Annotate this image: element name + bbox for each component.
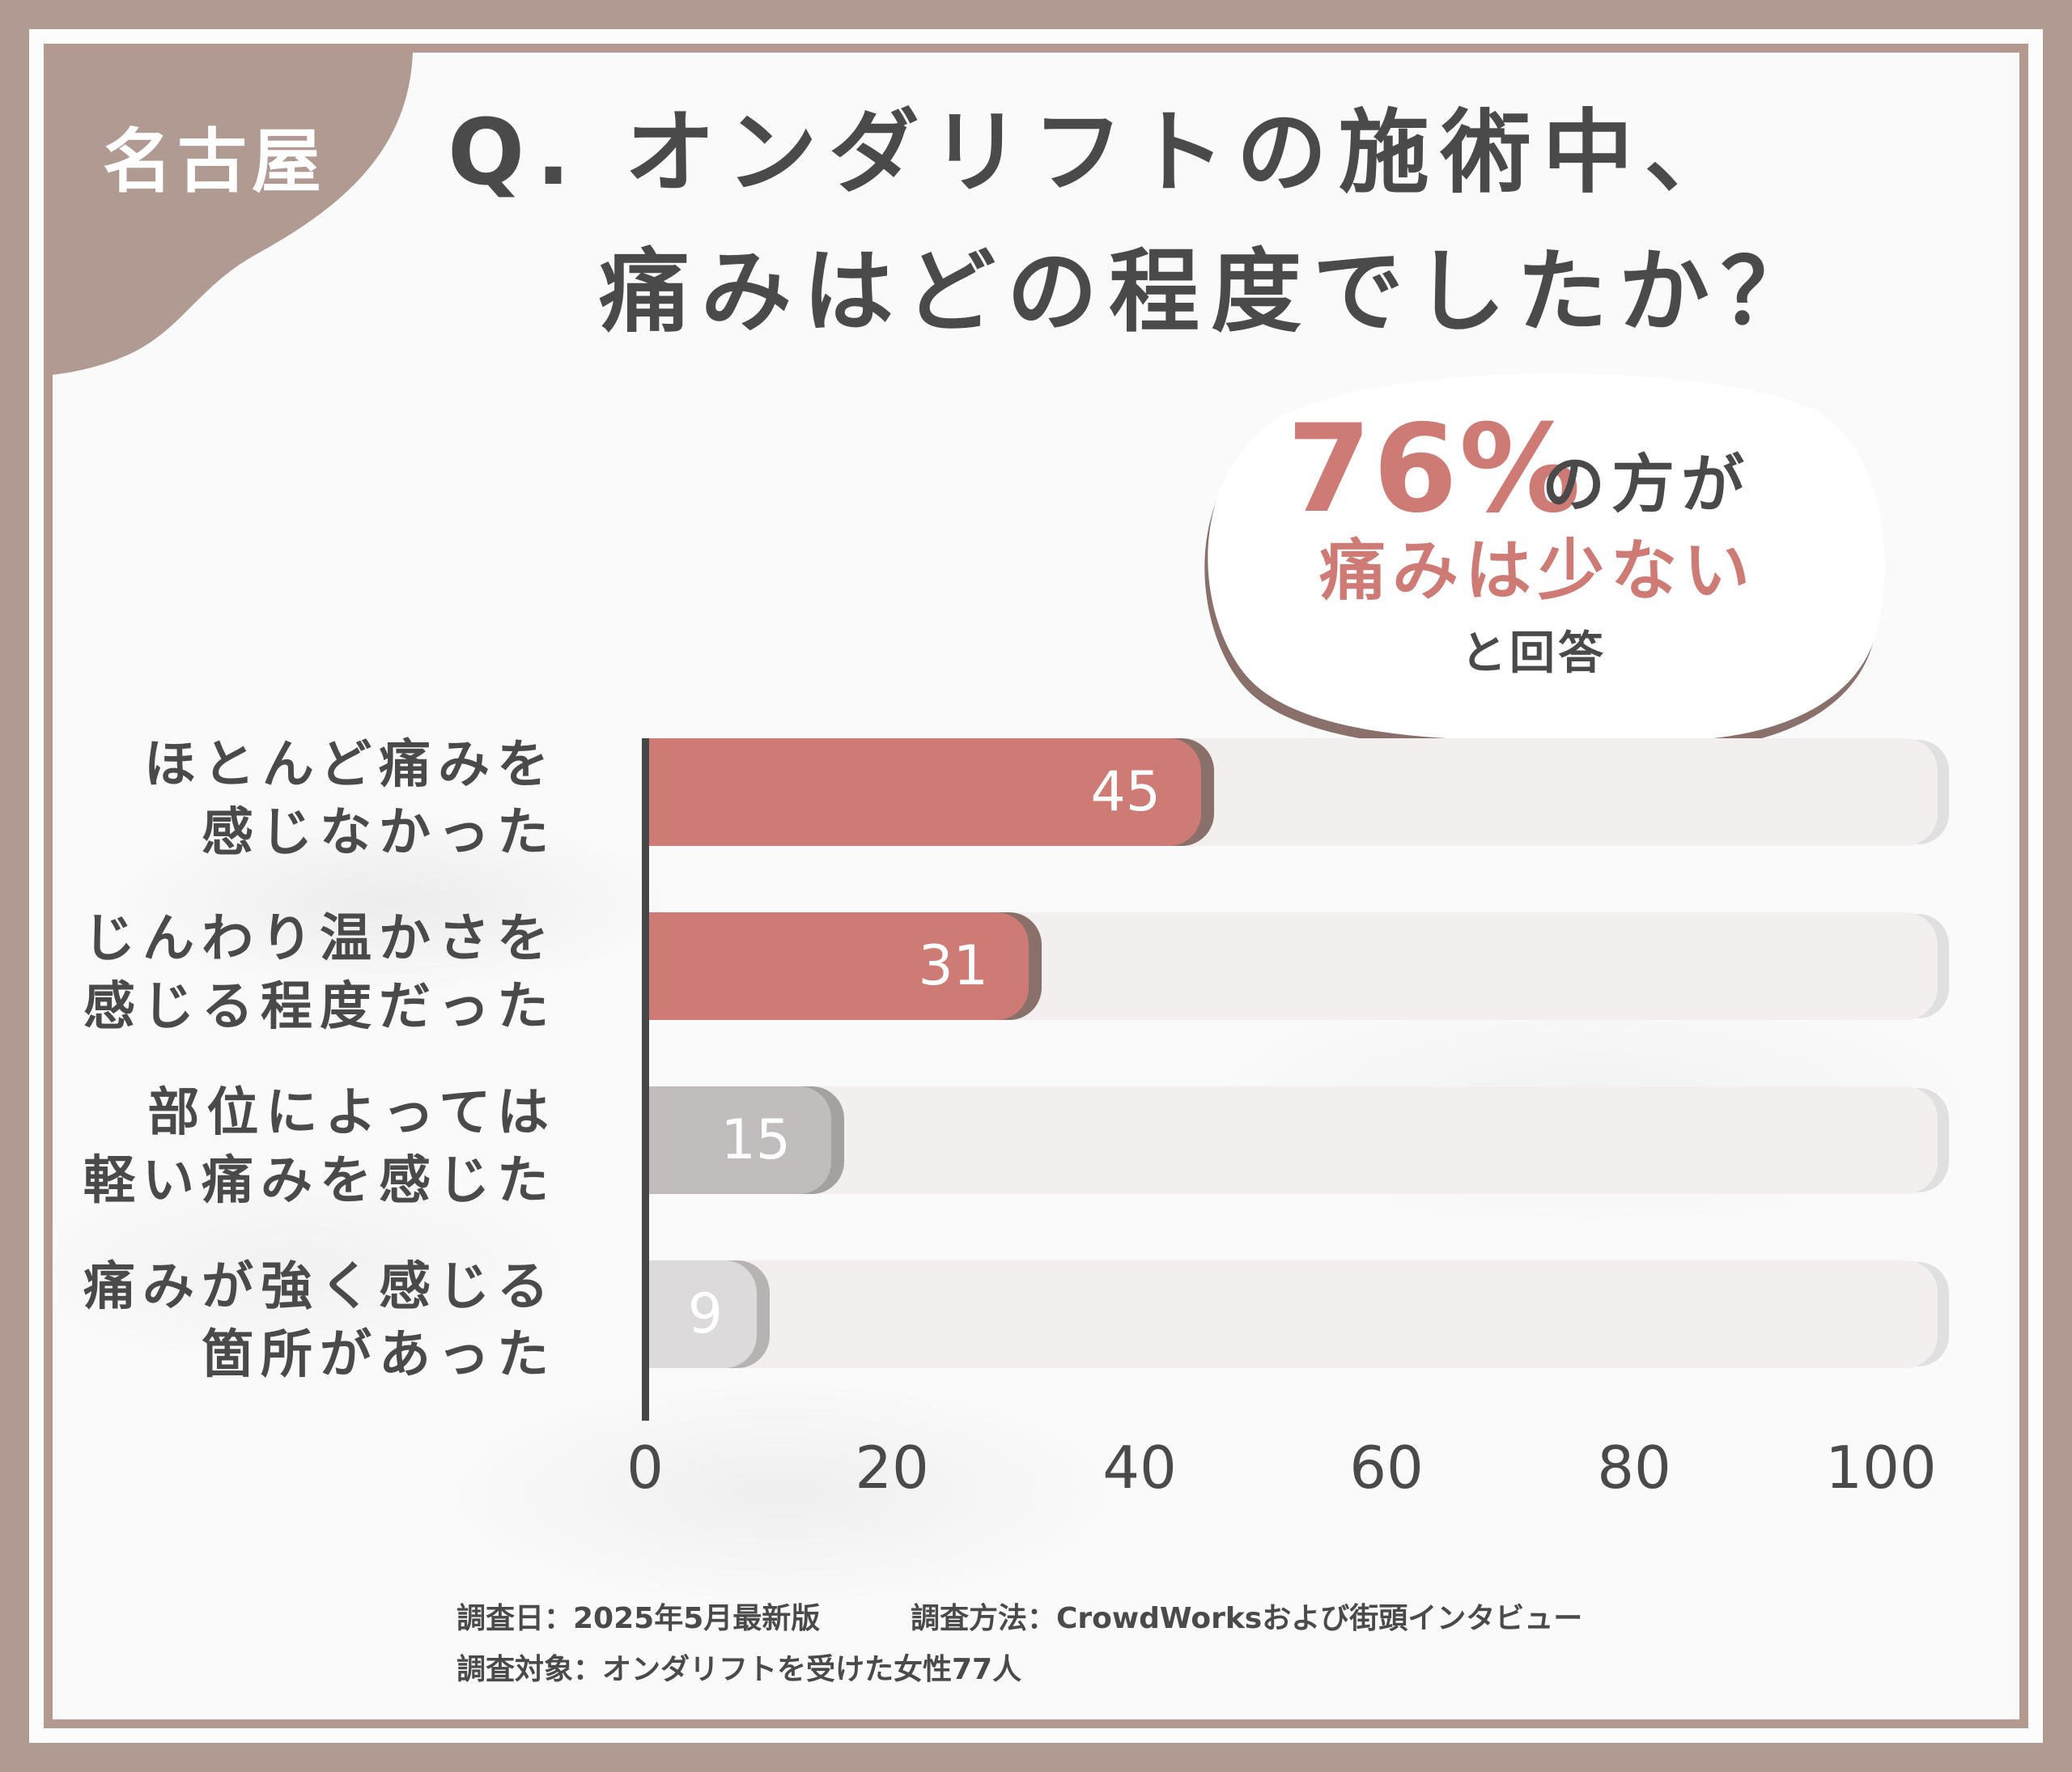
question-title-line1: Q. オンダリフトの施術中、 (448, 100, 1747, 206)
category-label: じんわり温かさを 感じる程度だった (83, 909, 556, 1037)
callout-highlight: 痛みは少ない (1319, 533, 1757, 610)
bar-value: 45 (1090, 760, 1161, 824)
bar-9: 9 (649, 1260, 757, 1368)
infographic-canvas: 名古屋 Q. オンダリフトの施術中、 痛みはどの程度でしたか？ 76% の方が … (53, 53, 2019, 1719)
bar-value: 31 (918, 934, 988, 998)
y-axis-line (642, 738, 649, 1421)
percent-suffix: の方が (1542, 448, 1751, 521)
x-tick: 60 (1349, 1434, 1424, 1502)
x-tick: 80 (1597, 1434, 1671, 1502)
category-label: 部位によっては 軽い痛みを感じた (83, 1083, 556, 1211)
city-label: 名古屋 (103, 121, 326, 202)
callout-answer: と回答 (1461, 627, 1607, 680)
x-tick: 0 (626, 1434, 664, 1502)
bar-value: 15 (720, 1108, 791, 1172)
x-tick: 100 (1825, 1434, 1937, 1502)
survey-target: 調査対象：オンダリフトを受けた女性77人 (456, 1653, 1022, 1686)
category-label: 痛みが強く感じる 箇所があった (83, 1257, 556, 1385)
bar-45: 45 (649, 738, 1201, 846)
bar-value: 9 (687, 1282, 723, 1346)
x-tick: 40 (1102, 1434, 1177, 1502)
bar-track (649, 1260, 1938, 1368)
survey-method: 調査方法：CrowdWorksおよび街頭インタビュー (911, 1602, 1583, 1635)
speech-bubble (1204, 373, 1885, 781)
category-label: ほとんど痛みを 感じなかった (143, 735, 556, 863)
survey-date: 調査日：2025年5月最新版 (456, 1602, 821, 1635)
question-title-line2: 痛みはどの程度でしたか？ (599, 240, 1823, 345)
bar-15: 15 (649, 1086, 831, 1194)
bar-31: 31 (649, 912, 1029, 1020)
percent-value: 76% (1287, 399, 1583, 540)
x-tick: 20 (855, 1434, 929, 1502)
corner-tab-shape (53, 53, 413, 375)
bar-track (649, 1086, 1938, 1194)
